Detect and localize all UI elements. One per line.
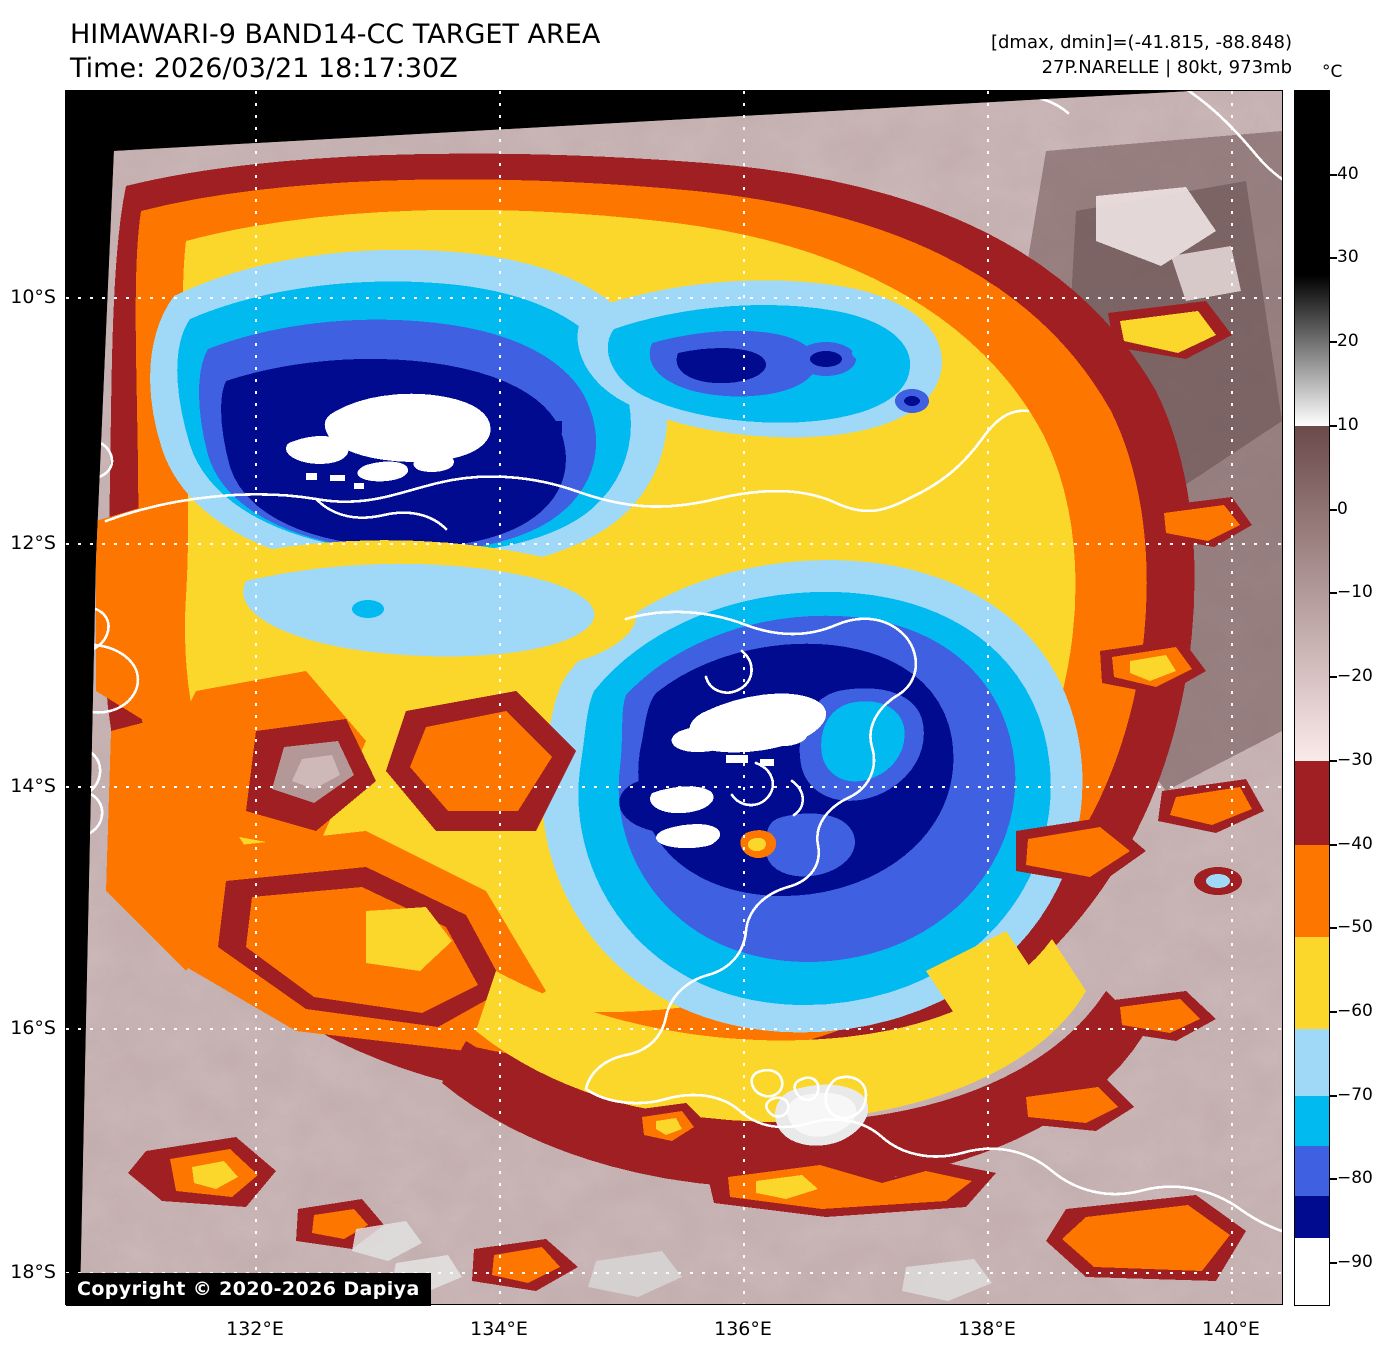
colorbar-tick-mark: [1330, 927, 1337, 930]
copyright-bar: Copyright © 2020-2026 Dapiya: [0, 1270, 1388, 1306]
colorbar-tick-label: −90: [1337, 1252, 1373, 1273]
colorbar-tick-label: −20: [1337, 666, 1373, 687]
colorbar-tick-mark: [1330, 1010, 1337, 1013]
ytick-label: 16°S: [10, 1017, 56, 1039]
xtick-label: 134°E: [470, 1318, 528, 1340]
colorbar-tick-label: 10: [1337, 414, 1359, 435]
header-title-block: HIMAWARI-9 BAND14-CC TARGET AREA Time: 2…: [70, 18, 830, 86]
colorbar-tick-mark: [1330, 843, 1337, 846]
colorbar-tick-mark: [1330, 1178, 1337, 1181]
page-title: HIMAWARI-9 BAND14-CC TARGET AREA: [70, 19, 601, 50]
xtick-label: 138°E: [958, 1318, 1016, 1340]
colorbar-tick-label: −40: [1337, 833, 1373, 854]
xtick-label: 140°E: [1202, 1318, 1260, 1340]
ytick-label: 12°S: [10, 532, 56, 554]
colorbar-tick-label: 20: [1337, 331, 1359, 352]
colorbar-tick-label: 40: [1337, 163, 1359, 184]
colorbar-tick-label: −80: [1337, 1168, 1373, 1189]
colorbar-tick-label: −60: [1337, 1000, 1373, 1021]
colorbar-segment: [1295, 844, 1329, 937]
colorbar[interactable]: [1294, 90, 1330, 1306]
colorbar-tick-label: 30: [1337, 247, 1359, 268]
header-metadata-block: [dmax, dmin]=(-41.815, -88.848) 27P.NARE…: [872, 30, 1292, 80]
colorbar-segment: [1295, 91, 1329, 276]
infrared-satellite-raster: [66, 91, 1282, 1304]
colorbar-segment: [1295, 936, 1329, 1029]
ytick-label: 18°S: [10, 1261, 56, 1283]
colorbar-tick-mark: [1330, 424, 1337, 427]
colorbar-tick-mark: [1330, 759, 1337, 762]
colorbar-tick-mark: [1330, 592, 1337, 595]
colorbar-unit-label: °C: [1322, 62, 1343, 82]
colorbar-tick-label: −10: [1337, 582, 1373, 603]
colorbar-tick-label: −30: [1337, 749, 1373, 770]
colorbar-segment: [1295, 1095, 1329, 1146]
colorbar-segment: [1295, 275, 1329, 426]
satellite-image-plot[interactable]: [65, 90, 1283, 1305]
longitude-axis: 132°E 134°E 136°E 138°E 140°E: [0, 1318, 1388, 1352]
colorbar-segment: [1295, 1028, 1329, 1096]
colorbar-segment: [1295, 760, 1329, 845]
colorbar-segment: [1295, 425, 1329, 761]
colorbar-tick-mark: [1330, 257, 1337, 260]
colorbar-tick-label: 0: [1337, 498, 1348, 519]
colorbar-segment: [1295, 1196, 1329, 1238]
copyright-label: Copyright © 2020-2026 Dapiya: [66, 1273, 431, 1306]
storm-info-label: 27P.NARELLE | 80kt, 973mb: [1041, 57, 1292, 78]
colorbar-tick-mark: [1330, 1262, 1337, 1265]
colorbar-tick-mark: [1330, 341, 1337, 344]
colorbar-segment: [1295, 1145, 1329, 1197]
colorbar-tick-mark: [1330, 508, 1337, 511]
xtick-label: 132°E: [226, 1318, 284, 1340]
colorbar-tick-labels: 40 30 20 10 0 −10 −20 −30 −40 −50 −60 −70 −80 −90: [1330, 90, 1388, 1306]
colorbar-segment: [1295, 1237, 1329, 1305]
latitude-axis: 10°S 12°S 14°S 16°S 18°S: [0, 0, 56, 1359]
colorbar-tick-label: −50: [1337, 917, 1373, 938]
xtick-label: 136°E: [714, 1318, 772, 1340]
colorbar-tick-mark: [1330, 676, 1337, 679]
timestamp-label: Time: 2026/03/21 18:17:30Z: [70, 53, 458, 84]
colorbar-tick-mark: [1330, 1094, 1337, 1097]
colorbar-tick-mark: [1330, 173, 1337, 176]
colorbar-tick-label: −70: [1337, 1084, 1373, 1105]
data-range-label: [dmax, dmin]=(-41.815, -88.848): [990, 32, 1292, 53]
ytick-label: 14°S: [10, 775, 56, 797]
ytick-label: 10°S: [10, 286, 56, 308]
